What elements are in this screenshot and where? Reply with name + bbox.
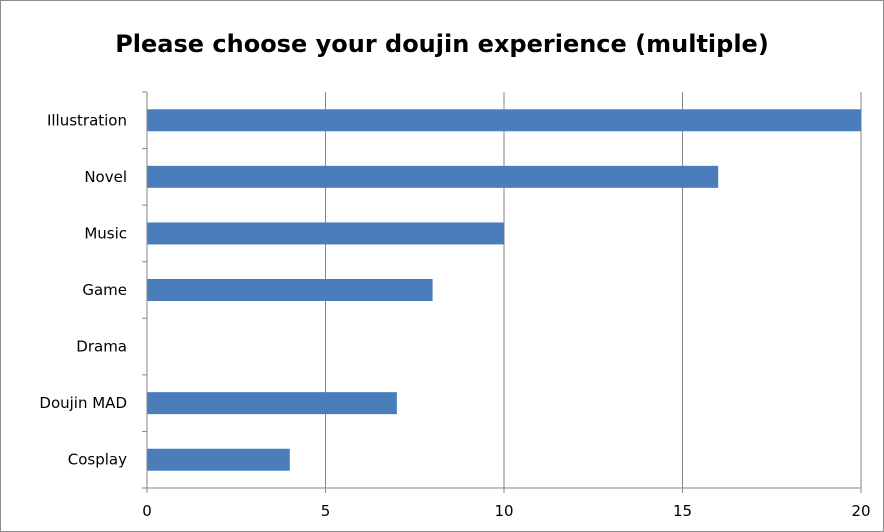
axes bbox=[142, 91, 862, 493]
bar-cosplay bbox=[147, 448, 290, 471]
y-tick-label: Cosplay bbox=[68, 451, 127, 469]
bar-music bbox=[147, 222, 504, 245]
bar-game bbox=[147, 279, 433, 301]
x-tick-label: 20 bbox=[851, 502, 870, 520]
bar-novel bbox=[147, 165, 719, 188]
chart-title: Please choose your doujin experience (mu… bbox=[115, 30, 769, 58]
y-tick-label: Music bbox=[84, 224, 127, 242]
x-tick-label: 0 bbox=[142, 502, 152, 520]
bar-illustration bbox=[147, 109, 861, 132]
y-axis-labels: Illustration Novel Music Game Drama Doujin MA… bbox=[39, 111, 127, 468]
y-tick-label: Doujin MAD bbox=[39, 394, 127, 412]
x-tick-label: 5 bbox=[321, 502, 331, 520]
x-tick-label: 10 bbox=[494, 502, 513, 520]
y-tick-label: Illustration bbox=[47, 111, 127, 129]
y-tick-label: Game bbox=[82, 281, 127, 299]
bars bbox=[147, 109, 861, 471]
x-axis-labels: 0 5 10 15 20 bbox=[142, 502, 870, 520]
bar-doujin-mad bbox=[147, 392, 397, 415]
x-tick-label: 15 bbox=[673, 502, 692, 520]
y-tick-label: Novel bbox=[84, 168, 127, 186]
y-tick-label: Drama bbox=[76, 338, 127, 356]
